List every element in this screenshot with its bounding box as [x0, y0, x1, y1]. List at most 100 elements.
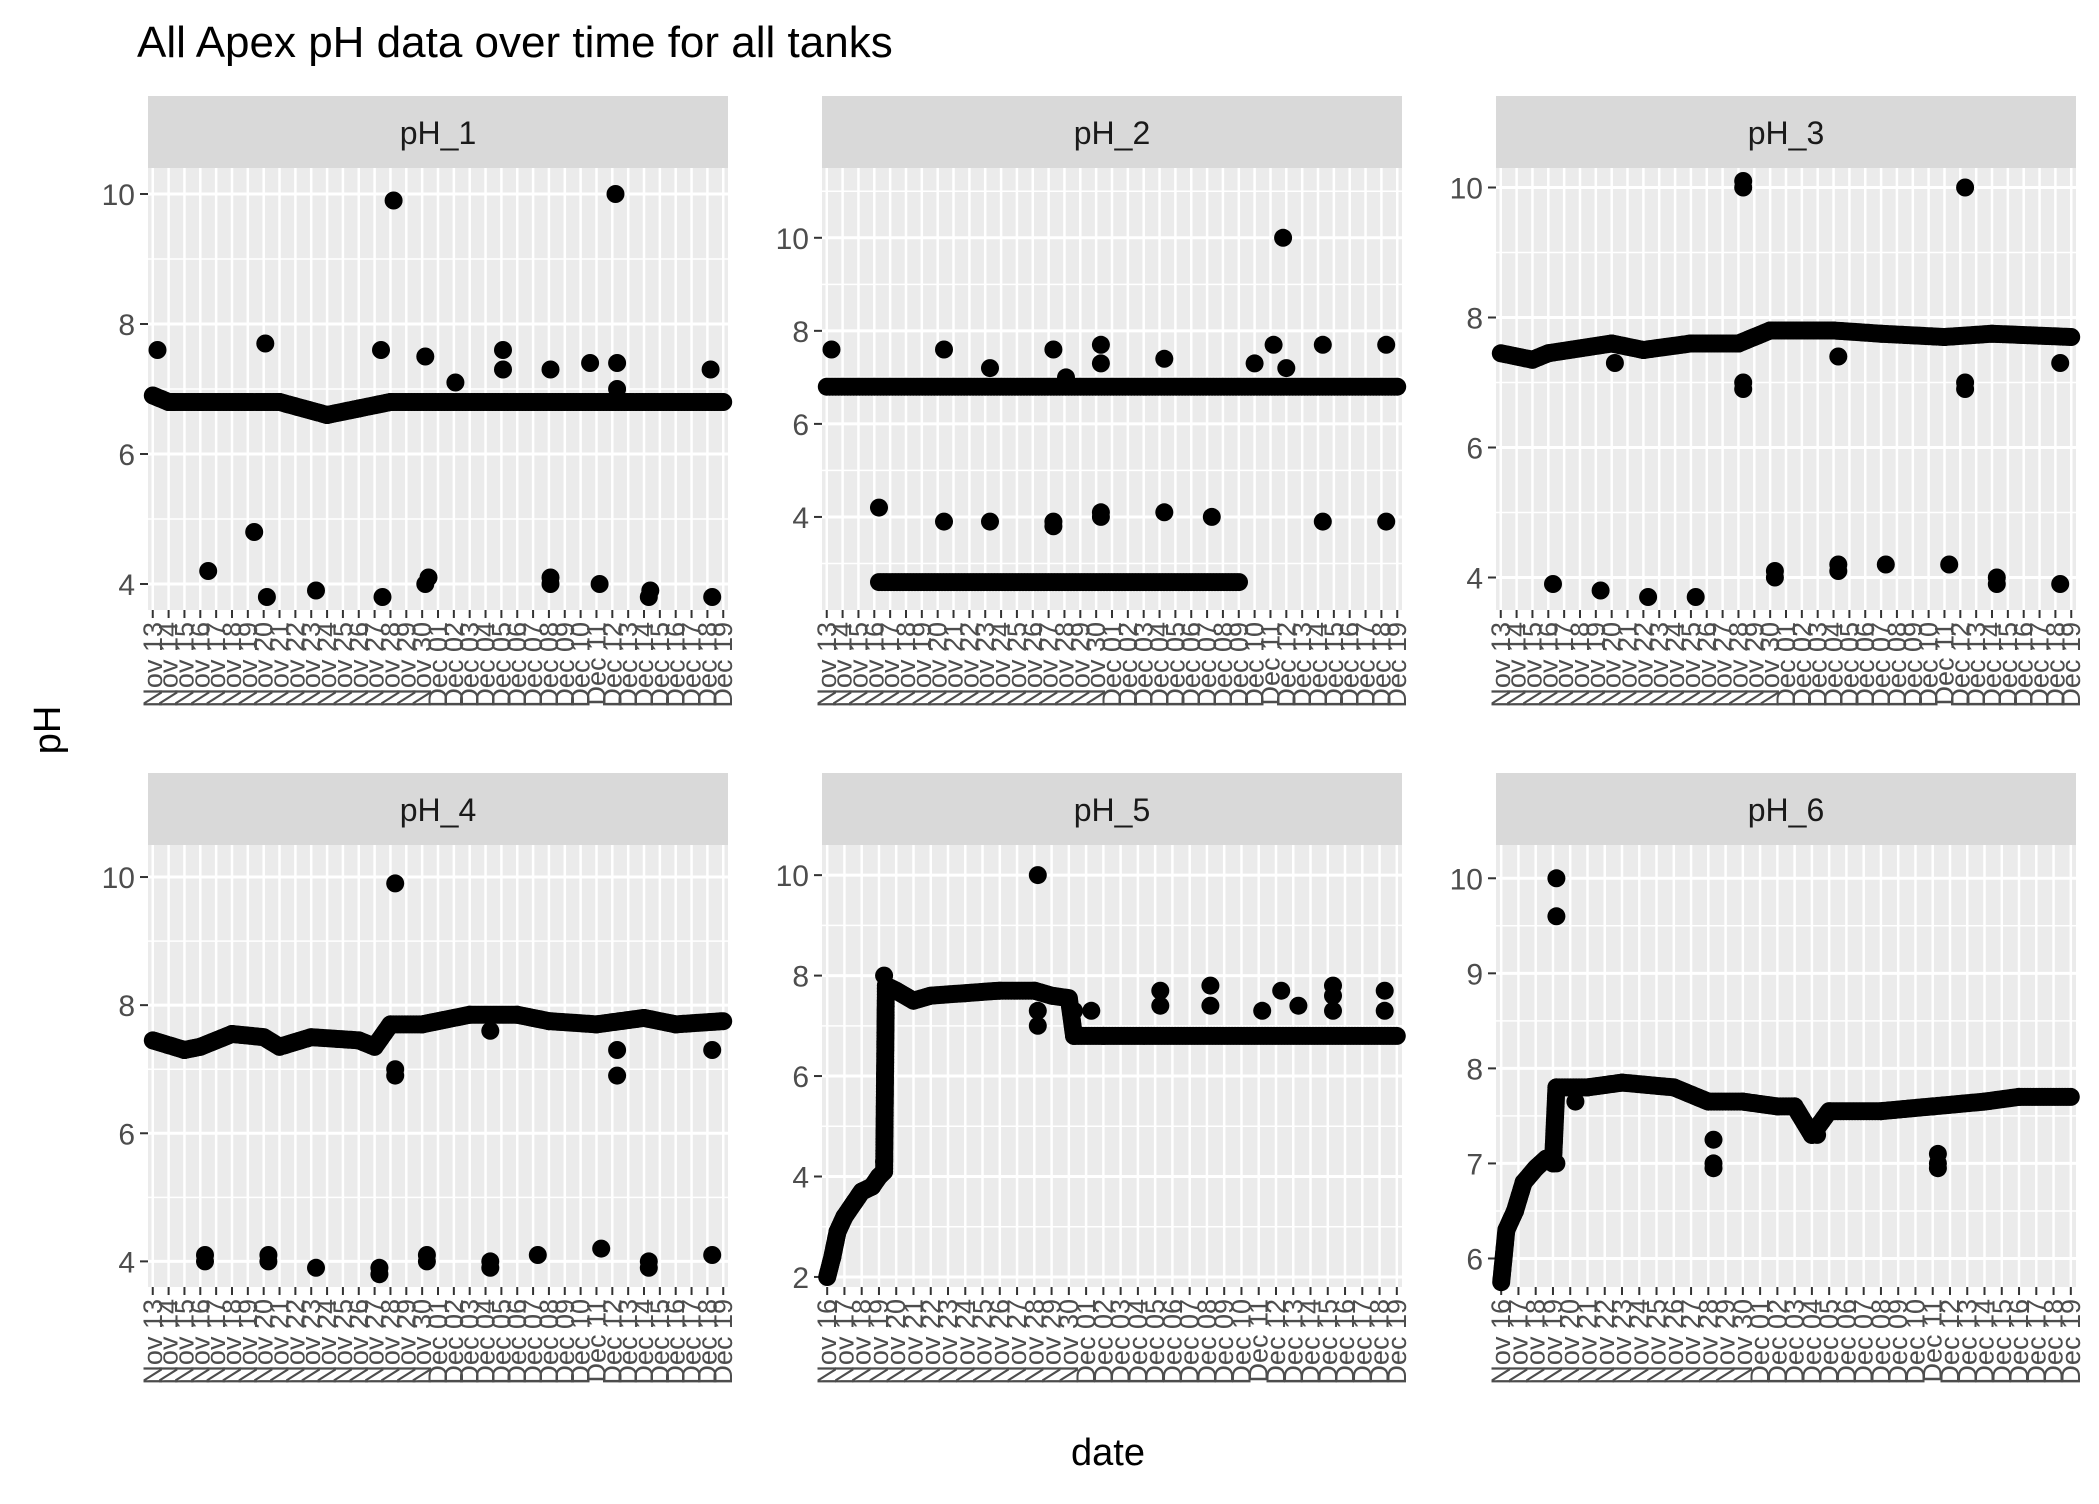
x-tick-label: Nov 22: [1590, 1299, 1620, 1385]
data-point: [1808, 1125, 1827, 1144]
facet-strip: [1496, 773, 2076, 845]
x-tick-label: Dec 14: [629, 1299, 659, 1385]
x-tick-label: Nov 30: [407, 1299, 437, 1385]
x-tick-label: Dec 12: [1945, 622, 1975, 708]
x-tick-label: Nov 21: [265, 1299, 295, 1385]
y-tick-label: 6: [792, 1061, 809, 1094]
x-tick-label: Dec 04: [1819, 622, 1849, 708]
data-point: [1544, 575, 1562, 593]
facet-strip: [148, 96, 728, 168]
data-point: [196, 1252, 214, 1271]
x-tick-label: Dec 12: [597, 622, 627, 708]
x-tick-label: Nov 28: [1723, 622, 1753, 708]
y-tick-label: 10: [1450, 173, 1483, 206]
x-tick-label: Dec 16: [1330, 1299, 1360, 1385]
data-point: [1272, 981, 1291, 1000]
data-point: [2061, 1087, 2080, 1106]
x-tick-label: Nov 19: [907, 622, 937, 708]
x-tick-label: Dec 14: [1977, 622, 2007, 708]
x-tick-label: Dec 15: [1313, 1299, 1343, 1385]
x-tick-label: Nov 24: [312, 1299, 342, 1385]
x-tick-label: Nov 14: [1502, 622, 1532, 708]
data-point: [935, 512, 953, 531]
x-tick-label: Nov 23: [1644, 622, 1674, 708]
data-point: [608, 1066, 627, 1085]
data-point: [1387, 1026, 1406, 1045]
data-point: [1765, 568, 1784, 587]
y-tick-label: 6: [1466, 433, 1483, 466]
data-series-pH_5: [818, 866, 1406, 1286]
x-tick-label: Dec 13: [613, 1299, 643, 1385]
data-point: [641, 581, 660, 600]
x-tick-label: Dec 02: [1762, 1299, 1792, 1385]
data-point: [875, 966, 894, 985]
x-tick-label: Nov 19: [233, 1299, 263, 1385]
x-tick-label: Dec 11: [1918, 1299, 1948, 1383]
data-point: [541, 360, 560, 379]
x-tick-label: Nov 23: [296, 1299, 326, 1385]
x-tick-label: Nov 24: [1660, 622, 1690, 708]
x-tick-label: Dec 09: [550, 1299, 580, 1385]
x-tick-label: Dec 09: [1209, 1299, 1239, 1385]
x-tick-label: Dec 07: [518, 1299, 548, 1385]
x-tick-label: Nov 24: [1624, 1299, 1654, 1385]
x-tick-label: Nov 14: [828, 622, 858, 708]
x-tick-label: Dec 15: [645, 1299, 675, 1385]
x-tick-label: Nov 30: [1054, 1299, 1084, 1385]
x-tick-label: Nov 18: [1565, 622, 1595, 708]
data-point: [590, 575, 609, 593]
x-tick-label: Dec 13: [1287, 622, 1317, 708]
x-tick-label: Nov 22: [280, 622, 310, 708]
x-tick-label: Dec 08: [534, 1299, 564, 1385]
data-point: [1324, 986, 1342, 1005]
x-tick-label: Dec 03: [455, 1299, 485, 1385]
data-series-pH_6: [1492, 869, 2080, 1292]
x-tick-label: Dec 07: [518, 622, 548, 708]
data-series-pH_4: [143, 874, 733, 1284]
x-tick-label: Dec 09: [1883, 1299, 1913, 1385]
x-tick-label: Nov 25: [968, 1299, 998, 1385]
x-tick-label: Nov 25: [328, 1299, 358, 1385]
x-tick-label: Dec 07: [1192, 622, 1222, 708]
x-tick-label: Nov 27: [360, 1299, 390, 1385]
x-tick-label: Dec 10: [1914, 622, 1944, 708]
data-point: [822, 340, 841, 359]
data-point: [1028, 866, 1047, 885]
y-tick-label: 10: [776, 223, 809, 256]
y-tick-label: 7: [1466, 1148, 1483, 1181]
data-point: [1375, 981, 1394, 1000]
x-tick-label: Nov 20: [923, 622, 953, 708]
x-tick-label: Nov 23: [933, 1299, 963, 1385]
x-tick-label: Dec 17: [677, 1299, 707, 1385]
x-tick-label: Nov 24: [950, 1299, 980, 1385]
data-point: [1313, 335, 1332, 354]
x-tick-label: Dec 19: [708, 1299, 738, 1385]
x-tick-label: Nov 18: [891, 622, 921, 708]
x-tick-label: Nov 19: [1581, 622, 1611, 708]
x-tick-label: Dec 04: [1123, 1299, 1153, 1385]
data-point: [199, 562, 218, 580]
data-point: [1566, 1092, 1585, 1111]
x-tick-label: Dec 01: [1745, 1299, 1775, 1385]
data-point: [386, 1066, 405, 1085]
y-tick-label: 6: [118, 439, 135, 472]
x-tick-label: Nov 17: [201, 622, 231, 708]
x-tick-label: Dec 10: [1240, 622, 1270, 708]
x-tick-label: Nov 13: [812, 622, 842, 708]
data-point: [1547, 907, 1566, 926]
x-tick-label: Dec 18: [1365, 1299, 1395, 1385]
y-tick-label: 4: [792, 1162, 809, 1195]
x-tick-label: Dec 15: [1319, 622, 1349, 708]
x-tick-label: Dec 13: [1952, 1299, 1982, 1385]
x-tick-label: Dec 11: [581, 1299, 611, 1383]
data-point: [1201, 976, 1220, 995]
x-tick-label: Dec 19: [2056, 622, 2086, 708]
facet-strip: [822, 773, 1402, 845]
y-tick-label: 10: [776, 860, 809, 893]
x-tick-label: Nov 18: [217, 1299, 247, 1385]
